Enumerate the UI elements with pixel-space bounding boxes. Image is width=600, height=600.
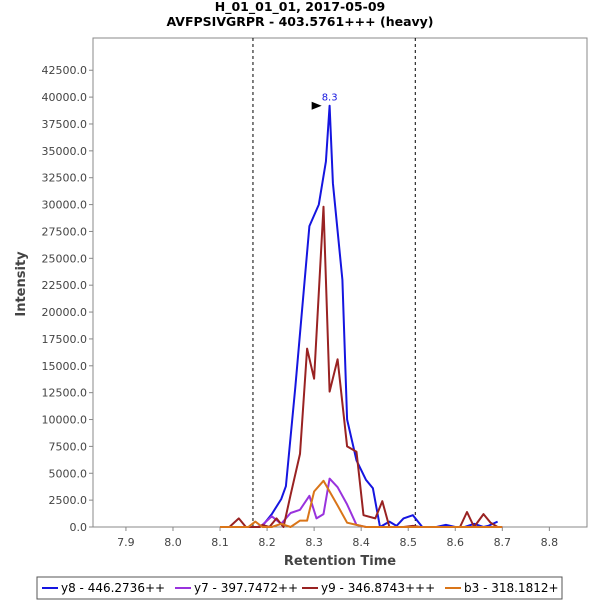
x-axis-label: Retention Time xyxy=(284,554,396,569)
y-tick-label: 15000.0 xyxy=(42,360,88,373)
peak-arrow xyxy=(311,101,322,110)
series-layer xyxy=(220,104,503,528)
y-tick-label: 42500.0 xyxy=(42,64,88,77)
x-tick-label: 8.6 xyxy=(447,536,465,549)
x-tick-label: 8.2 xyxy=(258,536,276,549)
legend-items: y8 - 446.2736++ y7 - 397.7472++ y9 - 346.8… xyxy=(42,581,559,595)
y-tick-label: 35000.0 xyxy=(42,145,88,158)
y-axis-label: Intensity xyxy=(14,251,29,317)
legend-label: b3 - 318.1812+ xyxy=(464,581,559,595)
legend-label: y7 - 397.7472++ xyxy=(194,581,298,595)
y-tick-label: 10000.0 xyxy=(42,414,88,427)
y-tick-label: 32500.0 xyxy=(42,172,88,185)
x-tick-label: 8.4 xyxy=(352,536,370,549)
y-tick-label: 22500.0 xyxy=(42,279,88,292)
y-tick-label: 5000.0 xyxy=(49,467,88,480)
x-tick-label: 8.1 xyxy=(211,536,229,549)
x-tick-label: 8.8 xyxy=(541,536,559,549)
y-axis: 0.0 2500.0 5000.0 7500.0 10000.0 12500.0 15000… xyxy=(42,64,93,534)
y-tick-label: 25000.0 xyxy=(42,252,88,265)
y-tick-label: 0.0 xyxy=(70,521,88,534)
y-tick-label: 7500.0 xyxy=(49,440,88,453)
plot-area xyxy=(92,37,588,528)
legend-label: y8 - 446.2736++ xyxy=(61,581,165,595)
x-axis: 7.9 8.0 8.1 8.2 8.3 8.4 8.5 8.6 8.7 8.8 xyxy=(117,527,558,549)
x-tick-label: 7.9 xyxy=(117,536,135,549)
series-line-0 xyxy=(220,104,499,528)
chart-subtitle: AVFPSIVGRPR - 403.5761+++ (heavy) xyxy=(166,14,433,29)
y-tick-label: 40000.0 xyxy=(42,91,88,104)
y-tick-label: 2500.0 xyxy=(49,494,88,507)
peak-annotation-group: 8.3 xyxy=(311,93,338,110)
chart-title: H_01_01_01, 2017-05-09 xyxy=(215,0,385,15)
y-tick-label: 20000.0 xyxy=(42,306,88,319)
legend xyxy=(36,576,563,600)
series-line-3 xyxy=(220,479,503,528)
x-tick-label: 8.3 xyxy=(305,536,323,549)
y-tick-label: 12500.0 xyxy=(42,387,88,400)
y-tick-label: 17500.0 xyxy=(42,333,88,346)
y-tick-label: 37500.0 xyxy=(42,118,88,131)
x-tick-label: 8.0 xyxy=(164,536,182,549)
x-tick-label: 8.5 xyxy=(399,536,417,549)
legend-label: y9 - 346.8743+++ xyxy=(321,581,435,595)
peak-label: 8.3 xyxy=(322,93,338,104)
x-tick-label: 8.7 xyxy=(494,536,512,549)
y-tick-label: 30000.0 xyxy=(42,199,88,212)
y-tick-label: 27500.0 xyxy=(42,225,88,238)
